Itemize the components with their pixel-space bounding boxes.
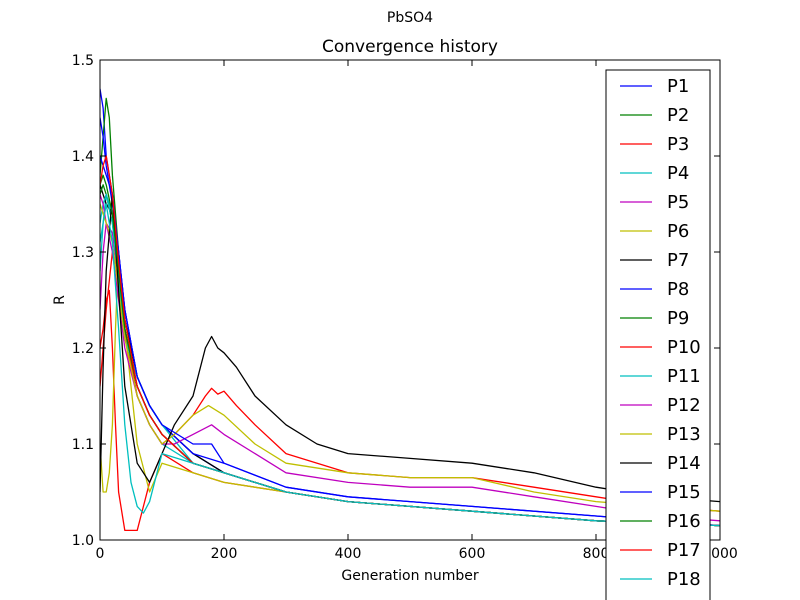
series-line-p13 — [100, 203, 720, 512]
legend-label-p9: P9 — [667, 308, 689, 329]
legend-label-p17: P17 — [667, 540, 701, 561]
y-tick-label: 1.0 — [72, 533, 94, 549]
y-tick-label: 1.3 — [72, 245, 94, 261]
legend-label-p15: P15 — [667, 482, 701, 503]
legend-label-p11: P11 — [667, 366, 701, 387]
y-tick-label: 1.1 — [72, 437, 94, 453]
x-tick-label: 600 — [459, 546, 486, 562]
legend-label-p2: P2 — [667, 105, 689, 126]
legend-label-p18: P18 — [667, 569, 701, 590]
series-line-p14 — [100, 193, 720, 503]
x-tick-label: 0 — [96, 546, 105, 562]
series-line-p12 — [100, 194, 720, 522]
legend-label-p12: P12 — [667, 395, 701, 416]
legend-label-p7: P7 — [667, 250, 689, 271]
x-axis-label: Generation number — [341, 568, 478, 584]
y-tick-label: 1.5 — [72, 53, 94, 69]
legend-label-p4: P4 — [667, 163, 689, 184]
chart-suptitle: PbSO4 — [387, 10, 433, 26]
x-tick-label: 1000 — [702, 546, 738, 562]
legend-label-p8: P8 — [667, 279, 689, 300]
series-line-p18 — [100, 203, 720, 527]
legend-label-p6: P6 — [667, 221, 689, 242]
x-tick-label: 200 — [211, 546, 238, 562]
legend-label-p10: P10 — [667, 337, 701, 358]
legend-label-p1: P1 — [667, 76, 689, 97]
x-tick-label: 800 — [583, 546, 610, 562]
series-line-p15 — [100, 155, 720, 527]
tick-layer: 0 200 400 600 800 1000 1.0 1.1 1.2 1.3 1.4 1.5 — [72, 53, 738, 562]
chart-title: Convergence history — [322, 37, 498, 57]
series-layer — [100, 88, 720, 532]
legend: P1 P2 P3 P4 P5 P6 P7 P8 P9 P10 P11 P12 P13 P14 P15 P16 P… — [605, 69, 711, 600]
x-tick-label: 400 — [335, 546, 362, 562]
y-tick-label: 1.4 — [72, 149, 94, 165]
y-axis-label: R — [52, 295, 68, 305]
legend-label-p13: P13 — [667, 424, 701, 445]
legend-label-p14: P14 — [667, 453, 701, 474]
legend-box — [605, 69, 711, 600]
legend-label-p5: P5 — [667, 192, 689, 213]
legend-label-p3: P3 — [667, 134, 689, 155]
y-tick-label: 1.2 — [72, 341, 94, 357]
legend-label-p16: P16 — [667, 511, 701, 532]
plot-frame — [99, 59, 721, 541]
